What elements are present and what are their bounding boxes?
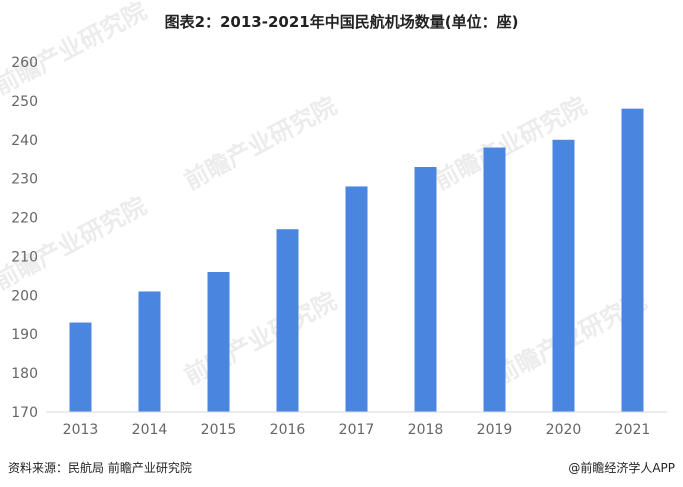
x-tick-label: 2014 [132,422,168,438]
source-note: 资料来源：民航局 前瞻产业研究院 [8,460,192,475]
bar-2021 [621,108,644,413]
x-axis: 2013 2014 2015 2016 2017 2018 2019 2020 2021 [63,422,651,438]
bar-series [69,108,644,413]
bar-2018 [414,167,437,412]
y-tick-label: 220 [11,211,38,227]
y-tick-label: 240 [11,133,38,149]
y-tick-label: 230 [11,172,38,188]
chart-title: 图表2：2013-2021年中国民航机场数量(单位：座) [165,13,519,31]
x-tick-label: 2019 [477,422,513,438]
y-tick-label: 170 [11,405,38,421]
x-tick-label: 2015 [201,422,237,438]
x-tick-label: 2021 [615,422,651,438]
y-axis: 170 180 190 200 210 220 230 240 250 260 [11,55,38,421]
bar-2019 [483,147,506,413]
bar-2014 [138,291,161,412]
y-tick-label: 190 [11,327,38,343]
x-tick-label: 2013 [63,422,99,438]
x-tick-label: 2018 [408,422,444,438]
brand-credit: @前瞻经济学人APP [568,460,675,475]
watermark-text: 前瞻产业研究院 [180,92,341,196]
x-tick-label: 2016 [270,422,306,438]
bar-2013 [69,322,92,412]
bar-2017 [345,186,368,412]
bar-2016 [276,229,299,412]
y-tick-label: 250 [11,94,38,110]
watermark-text: 前瞻产业研究院 [0,0,151,100]
y-tick-label: 210 [11,249,38,265]
x-tick-label: 2020 [546,422,582,438]
watermark-text: 前瞻产业研究院 [180,287,341,391]
bar-2015 [207,272,230,412]
y-tick-label: 200 [11,288,38,304]
bar-2020 [552,139,575,412]
x-tick-label: 2017 [339,422,375,438]
y-tick-label: 180 [11,366,38,382]
watermark-text: 前瞻产业研究院 [0,192,151,296]
y-tick-label: 260 [11,55,38,71]
